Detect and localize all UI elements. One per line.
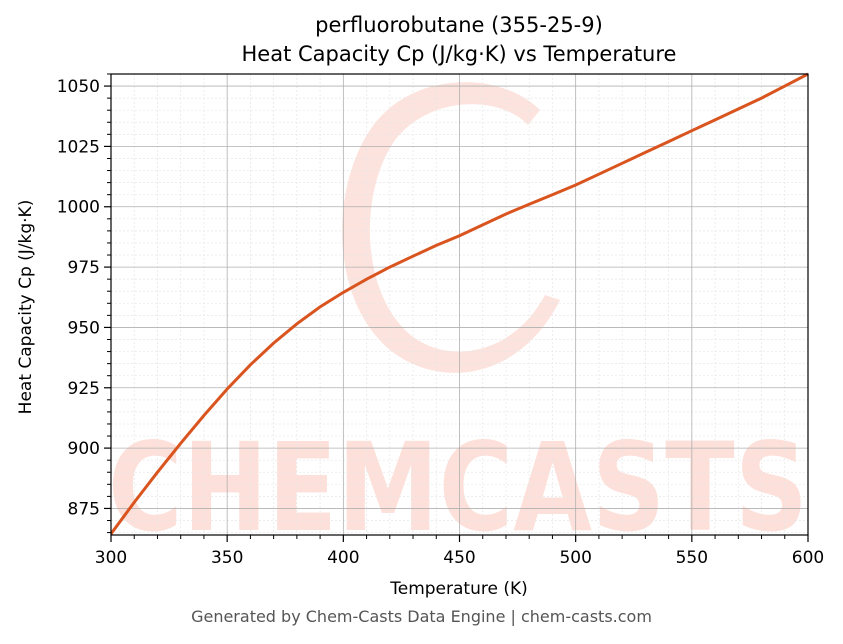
y-tick-label: 1025 — [57, 137, 100, 157]
x-tick-label: 350 — [211, 548, 243, 568]
x-tick-label: 550 — [676, 548, 708, 568]
chemcasts-watermark: CHEMCASTS — [108, 82, 808, 559]
y-tick-label: 950 — [68, 318, 100, 338]
y-tick-label: 900 — [68, 439, 100, 459]
y-axis: 875 900 925 950 975 1000 1025 1050 — [57, 73, 111, 534]
x-tick-label: 600 — [792, 548, 824, 568]
x-tick-label: 300 — [95, 548, 127, 568]
y-tick-label: 875 — [68, 499, 100, 519]
series-line — [109, 72, 809, 535]
x-tick-label: 400 — [327, 548, 359, 568]
x-axis-label: Temperature (K) — [389, 579, 528, 599]
watermark-text: CHEMCASTS — [108, 417, 808, 559]
y-tick-label: 1000 — [57, 198, 100, 218]
watermark-logo-swirl — [342, 82, 560, 373]
chart-title-line1: perfluorobutane (355-25-9) — [315, 13, 603, 37]
chart-title-line2: Heat Capacity Cp (J/kg·K) vs Temperature — [242, 42, 677, 66]
y-tick-label: 925 — [68, 379, 100, 399]
x-axis: 300 350 400 450 500 550 600 — [95, 535, 824, 568]
x-tick-label: 450 — [443, 548, 475, 568]
y-tick-label: 975 — [68, 258, 100, 278]
y-axis-label: Heat Capacity Cp (J/kg·K) — [16, 200, 36, 415]
x-tick-label: 500 — [559, 548, 591, 568]
y-tick-label: 1050 — [57, 77, 100, 97]
chart: CHEMCASTS 300 350 400 450 500 550 600 875 900 92… — [16, 13, 824, 599]
footer-credit: Generated by Chem-Casts Data Engine | ch… — [191, 607, 652, 626]
